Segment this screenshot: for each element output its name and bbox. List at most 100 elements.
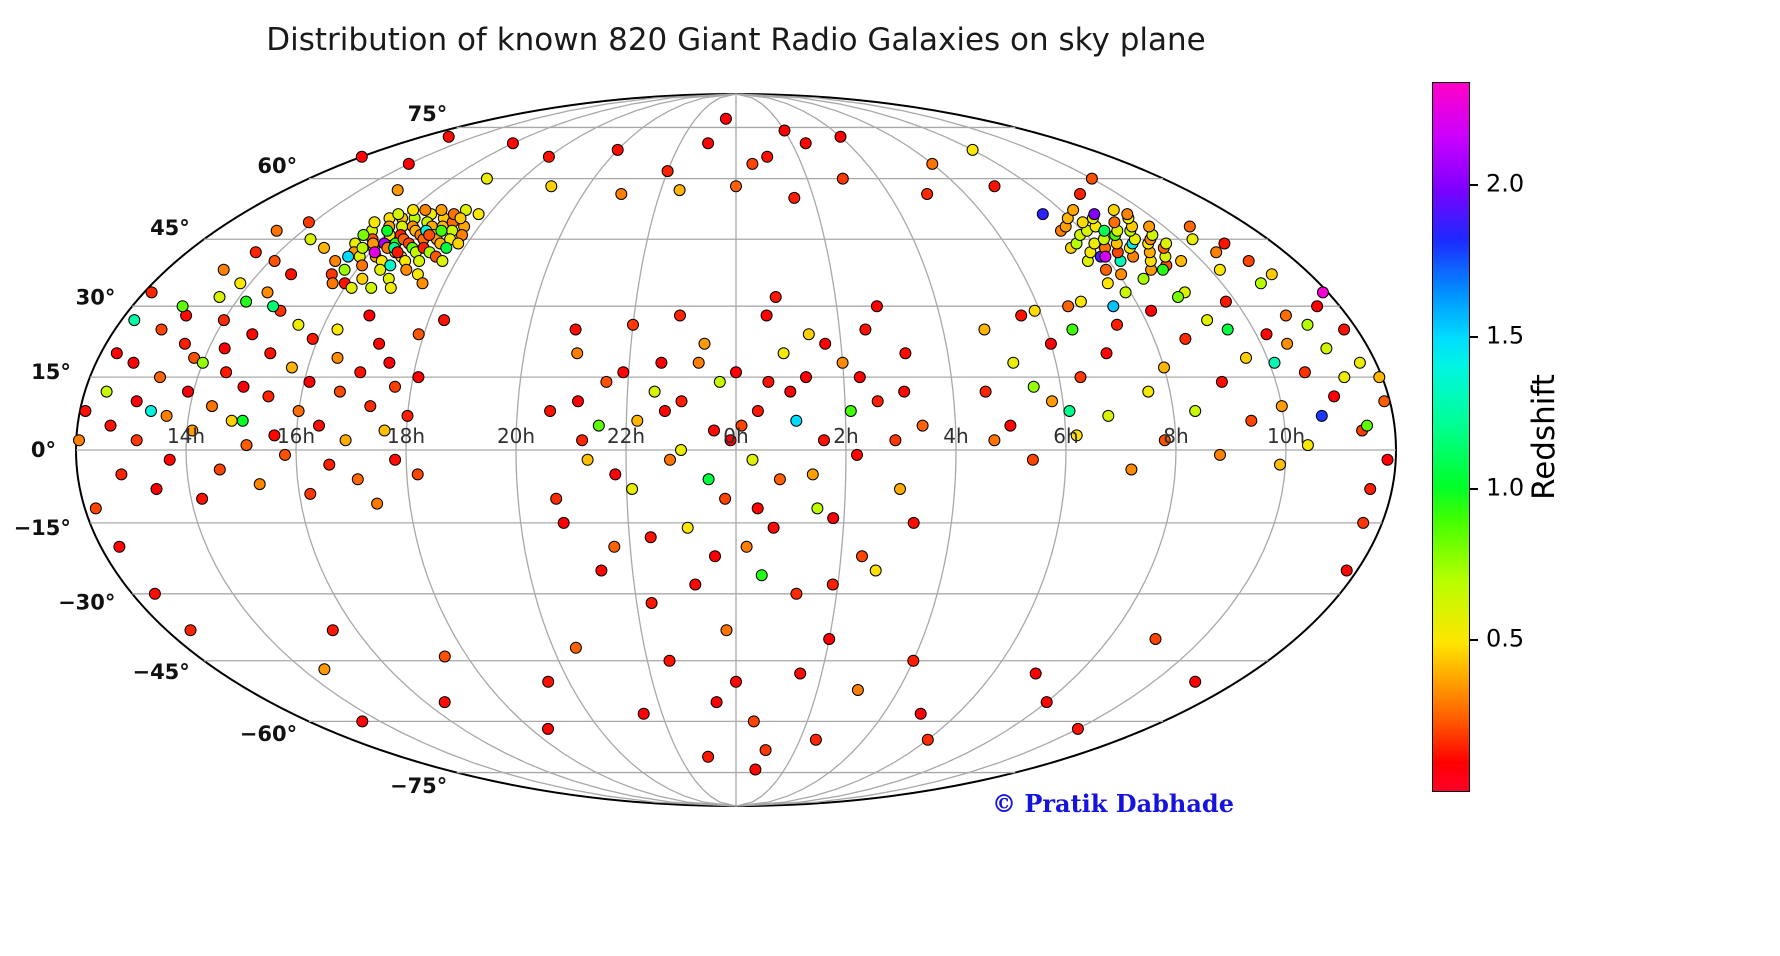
data-point <box>655 356 668 369</box>
data-point <box>592 419 605 432</box>
data-point <box>217 263 230 276</box>
data-point <box>381 224 394 237</box>
data-point <box>127 356 140 369</box>
data-point <box>576 434 589 447</box>
ra-tick-label: 20h <box>497 424 535 448</box>
data-point <box>542 150 555 163</box>
data-point <box>454 212 467 225</box>
data-point <box>1063 405 1076 417</box>
ra-tick-label: 22h <box>607 424 645 448</box>
data-point <box>836 356 849 369</box>
data-point <box>401 409 414 422</box>
data-point <box>292 318 305 331</box>
data-point <box>966 143 979 156</box>
data-point <box>674 309 686 322</box>
data-point <box>391 246 404 259</box>
data-point <box>1301 439 1314 452</box>
data-point <box>196 492 209 505</box>
graticule-meridian <box>295 93 737 807</box>
data-point <box>345 281 358 294</box>
data-point <box>898 385 911 398</box>
data-point <box>1214 448 1226 461</box>
data-point <box>1265 268 1278 281</box>
data-point <box>853 371 866 384</box>
data-point <box>709 550 721 563</box>
data-point <box>303 375 316 388</box>
data-point <box>279 448 291 461</box>
colorbar-tick <box>1470 639 1478 642</box>
data-point <box>773 473 786 486</box>
data-point <box>675 395 688 408</box>
data-point <box>237 380 250 393</box>
data-point <box>799 137 812 150</box>
data-point <box>364 400 377 413</box>
data-point <box>921 188 934 200</box>
data-point <box>459 204 472 216</box>
data-point <box>1189 675 1202 688</box>
data-point <box>391 184 404 197</box>
data-point <box>313 419 325 432</box>
data-point <box>1357 516 1370 529</box>
data-point <box>145 286 158 299</box>
data-point <box>762 375 775 388</box>
data-point <box>371 497 384 510</box>
data-point <box>1353 356 1366 369</box>
dec-tick-label: −15° <box>14 516 71 540</box>
data-point <box>234 277 247 290</box>
data-point <box>148 587 161 600</box>
data-point <box>1260 328 1273 341</box>
data-point <box>73 434 85 447</box>
data-point <box>419 204 432 216</box>
data-point <box>818 434 830 447</box>
data-point <box>806 468 819 481</box>
data-point <box>834 130 847 143</box>
data-point <box>225 414 238 427</box>
data-point <box>182 385 194 398</box>
dec-tick-label: 60° <box>257 154 297 178</box>
data-point <box>1107 204 1120 216</box>
data-point <box>163 453 176 466</box>
data-point <box>730 366 742 379</box>
data-point <box>413 255 426 267</box>
data-point <box>416 277 429 290</box>
data-point <box>802 328 815 341</box>
data-point <box>702 750 715 763</box>
data-point <box>270 224 283 237</box>
data-point <box>326 624 339 637</box>
data-point <box>196 356 209 369</box>
data-point <box>89 502 102 515</box>
data-point <box>921 733 934 746</box>
data-point <box>323 458 336 471</box>
data-point <box>363 309 376 322</box>
data-point <box>1088 208 1101 221</box>
data-point <box>811 502 824 515</box>
data-point <box>1320 342 1333 355</box>
data-point <box>871 395 884 408</box>
data-point <box>326 277 339 290</box>
data-point <box>702 473 715 486</box>
data-point <box>100 385 113 398</box>
data-point <box>1213 263 1226 276</box>
data-point <box>609 468 622 481</box>
data-point <box>1074 295 1087 308</box>
data-point <box>1240 351 1252 364</box>
data-point <box>1328 390 1341 403</box>
data-point <box>627 318 639 331</box>
data-point <box>784 385 797 398</box>
data-point <box>626 483 639 495</box>
data-point <box>747 715 760 728</box>
data-point <box>794 667 807 680</box>
data-point <box>1015 309 1028 322</box>
data-point <box>869 564 882 577</box>
data-point <box>767 521 780 534</box>
data-point <box>823 633 836 645</box>
data-point <box>240 439 253 452</box>
data-point <box>389 380 401 393</box>
data-point <box>128 314 141 327</box>
data-point <box>1242 255 1255 267</box>
data-point <box>438 650 451 663</box>
data-point <box>213 291 226 303</box>
data-point <box>914 707 927 720</box>
data-point <box>979 385 992 398</box>
graticule-meridian <box>735 93 847 807</box>
